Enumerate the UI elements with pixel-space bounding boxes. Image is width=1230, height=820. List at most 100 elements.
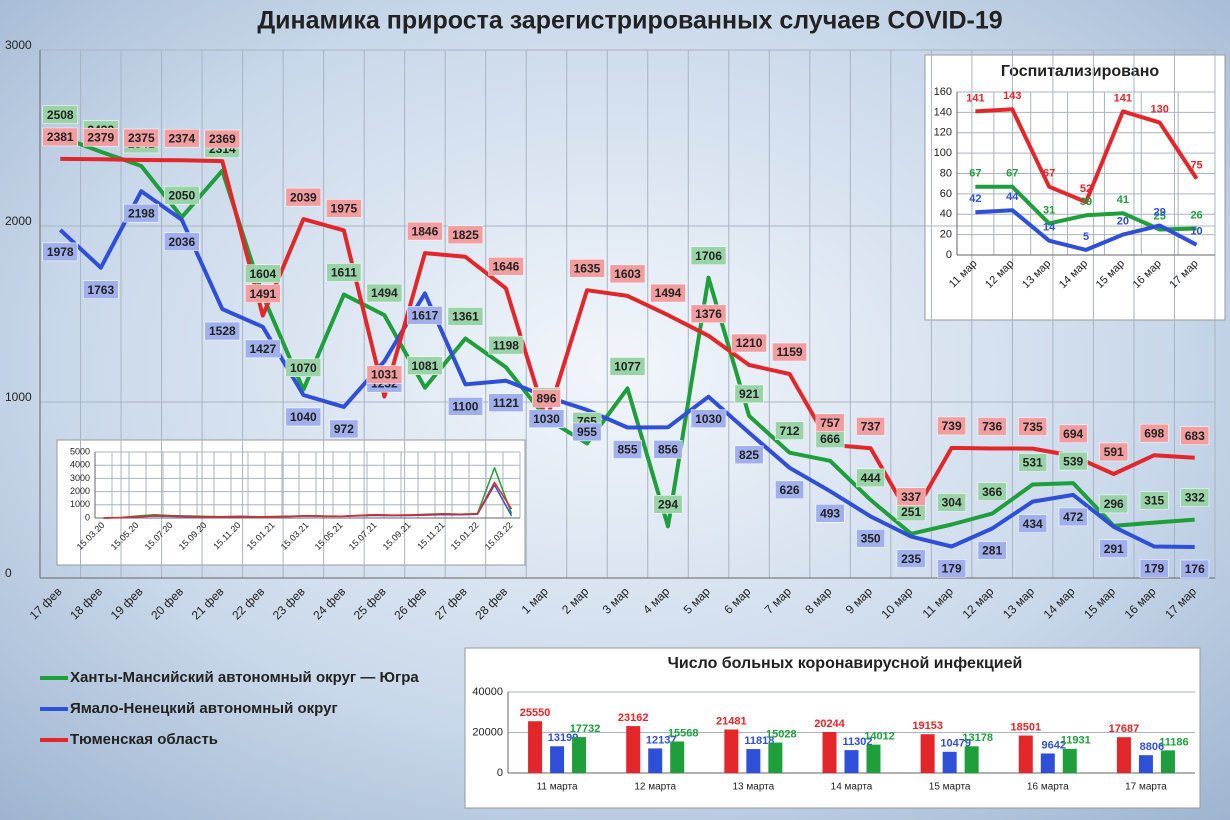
- value-label: 539: [1063, 454, 1083, 468]
- value-label: 666: [820, 432, 840, 446]
- value-label-box: [1180, 488, 1210, 507]
- value-label: 179: [1144, 562, 1164, 576]
- value-label-box: [1180, 426, 1210, 446]
- value-label-box: [447, 225, 484, 245]
- value-label: 304: [942, 496, 962, 510]
- value-label: 25550: [520, 707, 551, 719]
- value-label: 350: [861, 532, 881, 546]
- bar: [648, 748, 663, 773]
- value-label-box: [653, 440, 683, 459]
- bar: [670, 741, 685, 773]
- value-label-box: [528, 409, 565, 428]
- legend-label: Ханты-Мансийский автономный округ — Югра: [70, 669, 419, 686]
- value-label: 296: [1104, 497, 1124, 511]
- value-label: 20: [1117, 216, 1129, 228]
- value-label: 2374: [168, 131, 195, 145]
- y-tick-label: 160: [934, 86, 952, 98]
- y-tick-label: 0: [5, 566, 12, 580]
- value-label-box: [164, 185, 200, 205]
- value-label: 896: [536, 391, 556, 405]
- value-label-box: [734, 384, 764, 404]
- value-label-box: [1058, 424, 1088, 444]
- value-label: 9642: [1042, 739, 1066, 751]
- value-label: 1100: [452, 400, 478, 414]
- value-label-box: [407, 356, 443, 375]
- value-label: 2381: [47, 130, 74, 144]
- value-label-box: [329, 419, 359, 439]
- value-label: 23162: [618, 712, 649, 724]
- value-label: 17732: [570, 723, 601, 735]
- series-line: [975, 107, 1199, 204]
- value-label: 52: [1080, 183, 1092, 195]
- bar: [550, 746, 565, 773]
- value-label: 493: [820, 506, 840, 520]
- bar: [626, 726, 641, 773]
- value-label-box: [1139, 491, 1169, 510]
- series-line: [60, 156, 1195, 521]
- value-label-box: [815, 503, 845, 523]
- y-tick-label: 2000: [5, 214, 32, 228]
- value-label-box: [856, 529, 886, 548]
- value-label: 8806: [1140, 741, 1164, 753]
- value-label: 955: [577, 425, 597, 439]
- value-label: 2050: [168, 188, 195, 202]
- value-label-box: [1058, 507, 1088, 527]
- value-label-box: [690, 246, 727, 265]
- value-label: 591: [1104, 445, 1124, 459]
- value-label: 67: [1006, 168, 1018, 180]
- value-label-box: [285, 187, 322, 207]
- value-label: 1494: [655, 286, 682, 300]
- bar: [844, 750, 859, 773]
- value-label: 2379: [87, 130, 114, 144]
- value-label: 251: [901, 505, 921, 519]
- value-label: 531: [1023, 456, 1043, 470]
- value-label: 1846: [412, 224, 439, 238]
- value-label: 972: [334, 422, 354, 436]
- value-label: 2375: [128, 131, 155, 145]
- value-label-box: [1139, 559, 1169, 578]
- value-label-box: [977, 482, 1007, 501]
- value-label-box: [731, 333, 767, 353]
- value-label: 11302: [843, 736, 873, 748]
- value-label-box: [285, 358, 322, 377]
- value-label: 291: [1104, 542, 1124, 556]
- value-label-box: [42, 127, 79, 147]
- value-label-box: [1139, 423, 1169, 443]
- bar: [866, 744, 881, 773]
- x-tick-label: 13 марта: [732, 782, 774, 793]
- value-label: 698: [1144, 426, 1164, 440]
- value-label: 14012: [864, 731, 895, 743]
- value-label: 176: [1185, 562, 1205, 576]
- x-tick-label: 12 марта: [634, 782, 676, 793]
- value-label-box: [856, 417, 886, 436]
- value-label: 2198: [128, 206, 155, 220]
- value-label: 15028: [766, 728, 797, 740]
- series-line: [975, 184, 1197, 232]
- y-tick-label: 20000: [472, 726, 503, 738]
- value-label-box: [613, 440, 642, 459]
- value-label: 41: [1117, 194, 1129, 206]
- value-label-box: [734, 445, 764, 465]
- value-label: 1210: [736, 336, 763, 350]
- value-label-box: [1058, 451, 1088, 471]
- bar: [1116, 737, 1131, 773]
- value-label: 1070: [290, 361, 317, 375]
- y-tick-label: 4000: [70, 460, 90, 470]
- value-label-box: [775, 421, 804, 440]
- value-label: 825: [739, 448, 759, 462]
- value-label: 332: [1185, 491, 1205, 505]
- value-label-box: [772, 342, 807, 362]
- value-label: 44: [1006, 191, 1019, 203]
- value-label-box: [448, 397, 483, 416]
- bar: [942, 751, 957, 773]
- value-label: 1635: [574, 261, 601, 275]
- value-label-box: [326, 199, 362, 218]
- value-label-box: [1099, 442, 1129, 462]
- value-label: 626: [780, 483, 800, 497]
- y-tick-label: 2000: [70, 486, 90, 496]
- value-label-box: [83, 280, 119, 299]
- value-label: 1159: [777, 345, 803, 359]
- value-label-box: [204, 321, 241, 341]
- value-label-box: [690, 304, 727, 324]
